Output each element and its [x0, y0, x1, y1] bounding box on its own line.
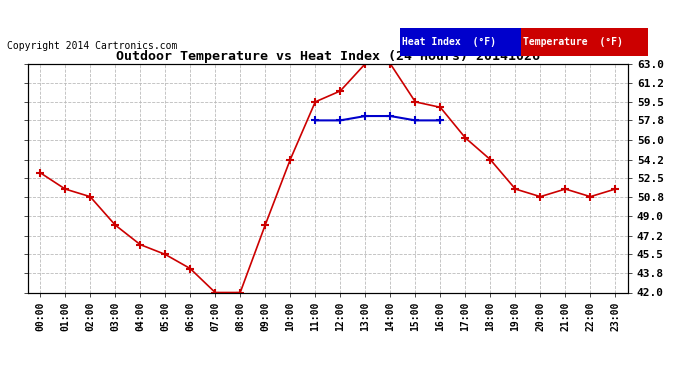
Text: Temperature  (°F): Temperature (°F) — [522, 37, 622, 47]
Title: Outdoor Temperature vs Heat Index (24 Hours) 20141026: Outdoor Temperature vs Heat Index (24 Ho… — [116, 50, 540, 63]
Text: Copyright 2014 Cartronics.com: Copyright 2014 Cartronics.com — [7, 41, 177, 51]
Text: Heat Index  (°F): Heat Index (°F) — [402, 37, 496, 47]
